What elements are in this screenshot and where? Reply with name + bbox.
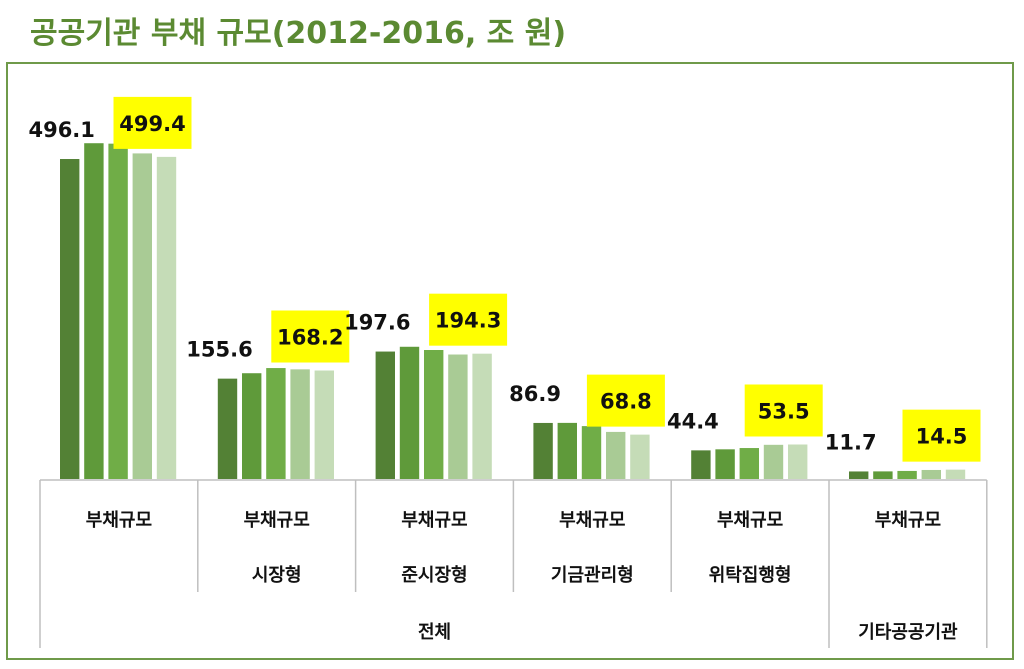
data-label-highlight-box <box>429 293 508 346</box>
data-label-first: 44.4 <box>667 409 719 433</box>
bar-4-4 <box>788 444 808 479</box>
bar-1-2 <box>266 368 286 479</box>
bar-5-0 <box>849 471 869 479</box>
data-label-last: 194.3 <box>435 309 501 333</box>
bar-1-1 <box>242 373 262 479</box>
bar-2-2 <box>424 350 444 479</box>
category-label: 부채규모 <box>559 510 625 531</box>
data-label-first: 197.6 <box>344 311 410 335</box>
chart-title: 공공기관 부채 규모(2012-2016, 조 원) <box>30 16 567 51</box>
bar-5-4 <box>945 469 966 479</box>
category-label: 부채규모 <box>401 510 467 531</box>
bar-3-1 <box>557 422 577 479</box>
group-label: 전체 <box>418 622 451 643</box>
category-sublabel: 준시장형 <box>401 565 467 586</box>
bar-3-0 <box>533 422 553 479</box>
bar-5-1 <box>873 471 893 479</box>
category-sublabel: 시장형 <box>252 565 302 586</box>
bar-1-4 <box>314 370 334 479</box>
data-label-first: 11.7 <box>825 430 877 454</box>
bar-0-0 <box>60 159 80 479</box>
category-sublabel: 기금관리형 <box>551 565 634 586</box>
data-label-first: 155.6 <box>186 338 252 362</box>
bar-0-1 <box>84 143 104 479</box>
bar-2-0 <box>375 351 395 479</box>
data-label-last: 14.5 <box>916 425 968 449</box>
data-label-highlight-box <box>271 310 350 363</box>
bar-3-3 <box>606 431 626 479</box>
data-label-first: 496.1 <box>28 118 94 142</box>
bar-5-2 <box>897 470 917 479</box>
bar-4-1 <box>715 449 735 479</box>
bar-1-3 <box>290 369 310 479</box>
data-label-highlight-box <box>902 409 981 462</box>
data-label-last: 168.2 <box>277 326 343 350</box>
bar-4-2 <box>739 448 759 479</box>
bar-0-3 <box>132 153 152 480</box>
bar-2-3 <box>448 354 468 479</box>
bar-2-1 <box>399 346 420 479</box>
bar-5-3 <box>921 469 941 479</box>
data-label-highlight-box <box>113 96 192 149</box>
bar-4-0 <box>691 450 711 479</box>
bar-0-4 <box>156 156 177 479</box>
bar-3-2 <box>581 426 602 479</box>
bar-4-3 <box>763 444 784 479</box>
data-label-first: 86.9 <box>509 382 561 406</box>
data-label-highlight-box <box>586 374 665 427</box>
bar-0-2 <box>108 143 128 480</box>
bar-3-4 <box>630 434 650 479</box>
category-label: 부채규모 <box>717 510 783 531</box>
bar-2-4 <box>472 353 492 479</box>
data-label-last: 68.8 <box>600 390 652 414</box>
category-sublabel: 위탁집행형 <box>709 565 792 586</box>
category-label: 부채규모 <box>86 510 152 531</box>
data-label-last: 499.4 <box>119 112 185 136</box>
chart-frame <box>6 62 1014 660</box>
category-label: 부채규모 <box>244 510 310 531</box>
group-label: 기타공공기관 <box>858 622 958 643</box>
category-label: 부채규모 <box>875 510 941 531</box>
bar-1-0 <box>217 378 238 479</box>
data-label-highlight-box <box>744 384 823 437</box>
data-label-last: 53.5 <box>758 399 810 423</box>
